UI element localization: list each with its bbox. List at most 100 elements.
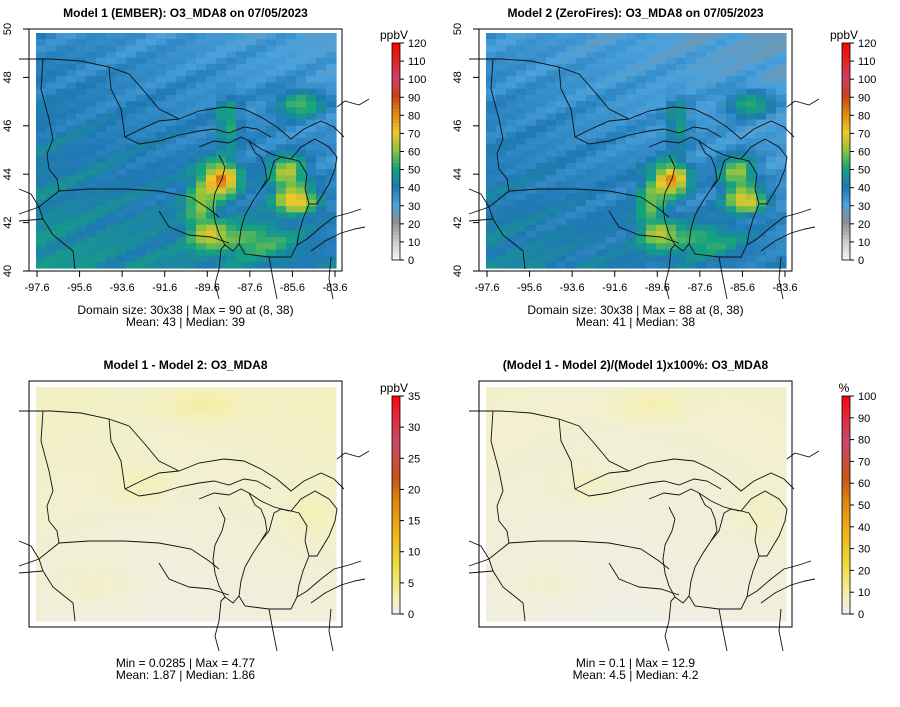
map-cell [246,249,257,257]
map-cell [676,150,687,158]
map-cell [126,491,137,499]
map-cell [116,491,127,499]
map-cell [96,460,107,468]
map-cell [656,243,667,251]
map-cell [86,522,97,530]
map-cell [616,125,627,133]
map-cell [76,131,87,139]
map-cell [136,577,147,585]
map-cell [666,504,677,511]
map-cell [676,417,687,425]
map-cell [706,144,717,152]
map-cell [566,150,577,158]
map-cell [296,423,307,431]
map-cell [286,169,297,176]
colorbar-swatch [842,205,850,210]
map-cell [276,602,287,610]
map-cell [256,491,267,499]
map-cell [216,522,227,530]
map-cell [596,51,607,59]
map-cell [526,51,537,59]
map-cell [86,534,97,542]
map-cell [666,614,677,622]
map-cell [146,218,157,226]
map-cell [706,553,717,561]
map-cell [606,125,617,133]
map-cell [186,504,197,511]
map-cell [266,218,277,226]
map-cell [686,467,697,474]
map-cell [266,261,277,269]
map-cell [216,88,227,96]
map-cell [716,590,727,597]
colorbar-swatch [842,216,850,221]
map-cell [546,138,557,145]
map-cell [126,187,137,195]
colorbar-frame [391,395,401,615]
map-cell [536,51,547,59]
map-cell [676,571,687,579]
boundary-line [668,596,676,622]
map-cell [516,497,527,505]
map-cell [566,162,577,170]
map-cell [646,144,657,152]
map-cell [226,107,237,114]
map-cell [116,467,127,474]
map-cell [766,82,777,90]
map-cell [196,473,207,480]
map-cell [166,45,177,53]
y-tick-label: 46 [452,120,464,132]
map-cell [606,138,617,145]
map-cell [576,199,587,207]
map-cell [116,249,127,257]
map-cell [706,119,717,127]
map-cell [226,261,237,269]
map-cell [586,162,597,170]
map-cell [716,436,727,444]
map-cell [56,255,67,263]
map-cell [106,224,117,232]
map-cell [616,590,627,597]
map-cell [676,540,687,548]
map-cell [316,181,327,189]
map-cell [146,454,157,462]
map-cell [626,528,637,536]
map-cell [706,399,717,407]
map-cell [766,51,777,59]
map-cell [576,181,587,189]
map-cell [546,417,557,425]
map-cell [156,559,167,567]
map-cell [136,559,147,567]
map-cell [716,162,727,170]
map-cell [766,261,777,269]
map-cell [76,150,87,158]
map-cell [326,181,337,189]
map-cell [136,602,147,610]
map-cell [616,212,627,220]
map-cell [156,82,167,90]
map-cell [676,107,687,114]
map-cell [536,504,547,511]
map-cell [546,101,557,108]
map-cell [716,584,727,591]
map-cell [656,571,667,579]
map-cell [726,76,737,84]
map-cell [666,45,677,53]
map-cell [66,156,77,164]
map-cell [666,249,677,257]
map-cell [686,399,697,407]
map-cell [36,33,47,40]
map-cell [486,94,497,102]
map-cell [146,39,157,46]
map-cell [156,504,167,511]
map-cell [226,224,237,232]
map-cell [326,528,337,536]
map-cell [226,510,237,517]
map-cell [516,76,527,84]
map-cell [706,491,717,499]
map-cell [246,88,257,96]
map-cell [506,485,517,493]
map-cell [86,436,97,444]
map-cell [156,528,167,536]
map-cell [536,39,547,46]
